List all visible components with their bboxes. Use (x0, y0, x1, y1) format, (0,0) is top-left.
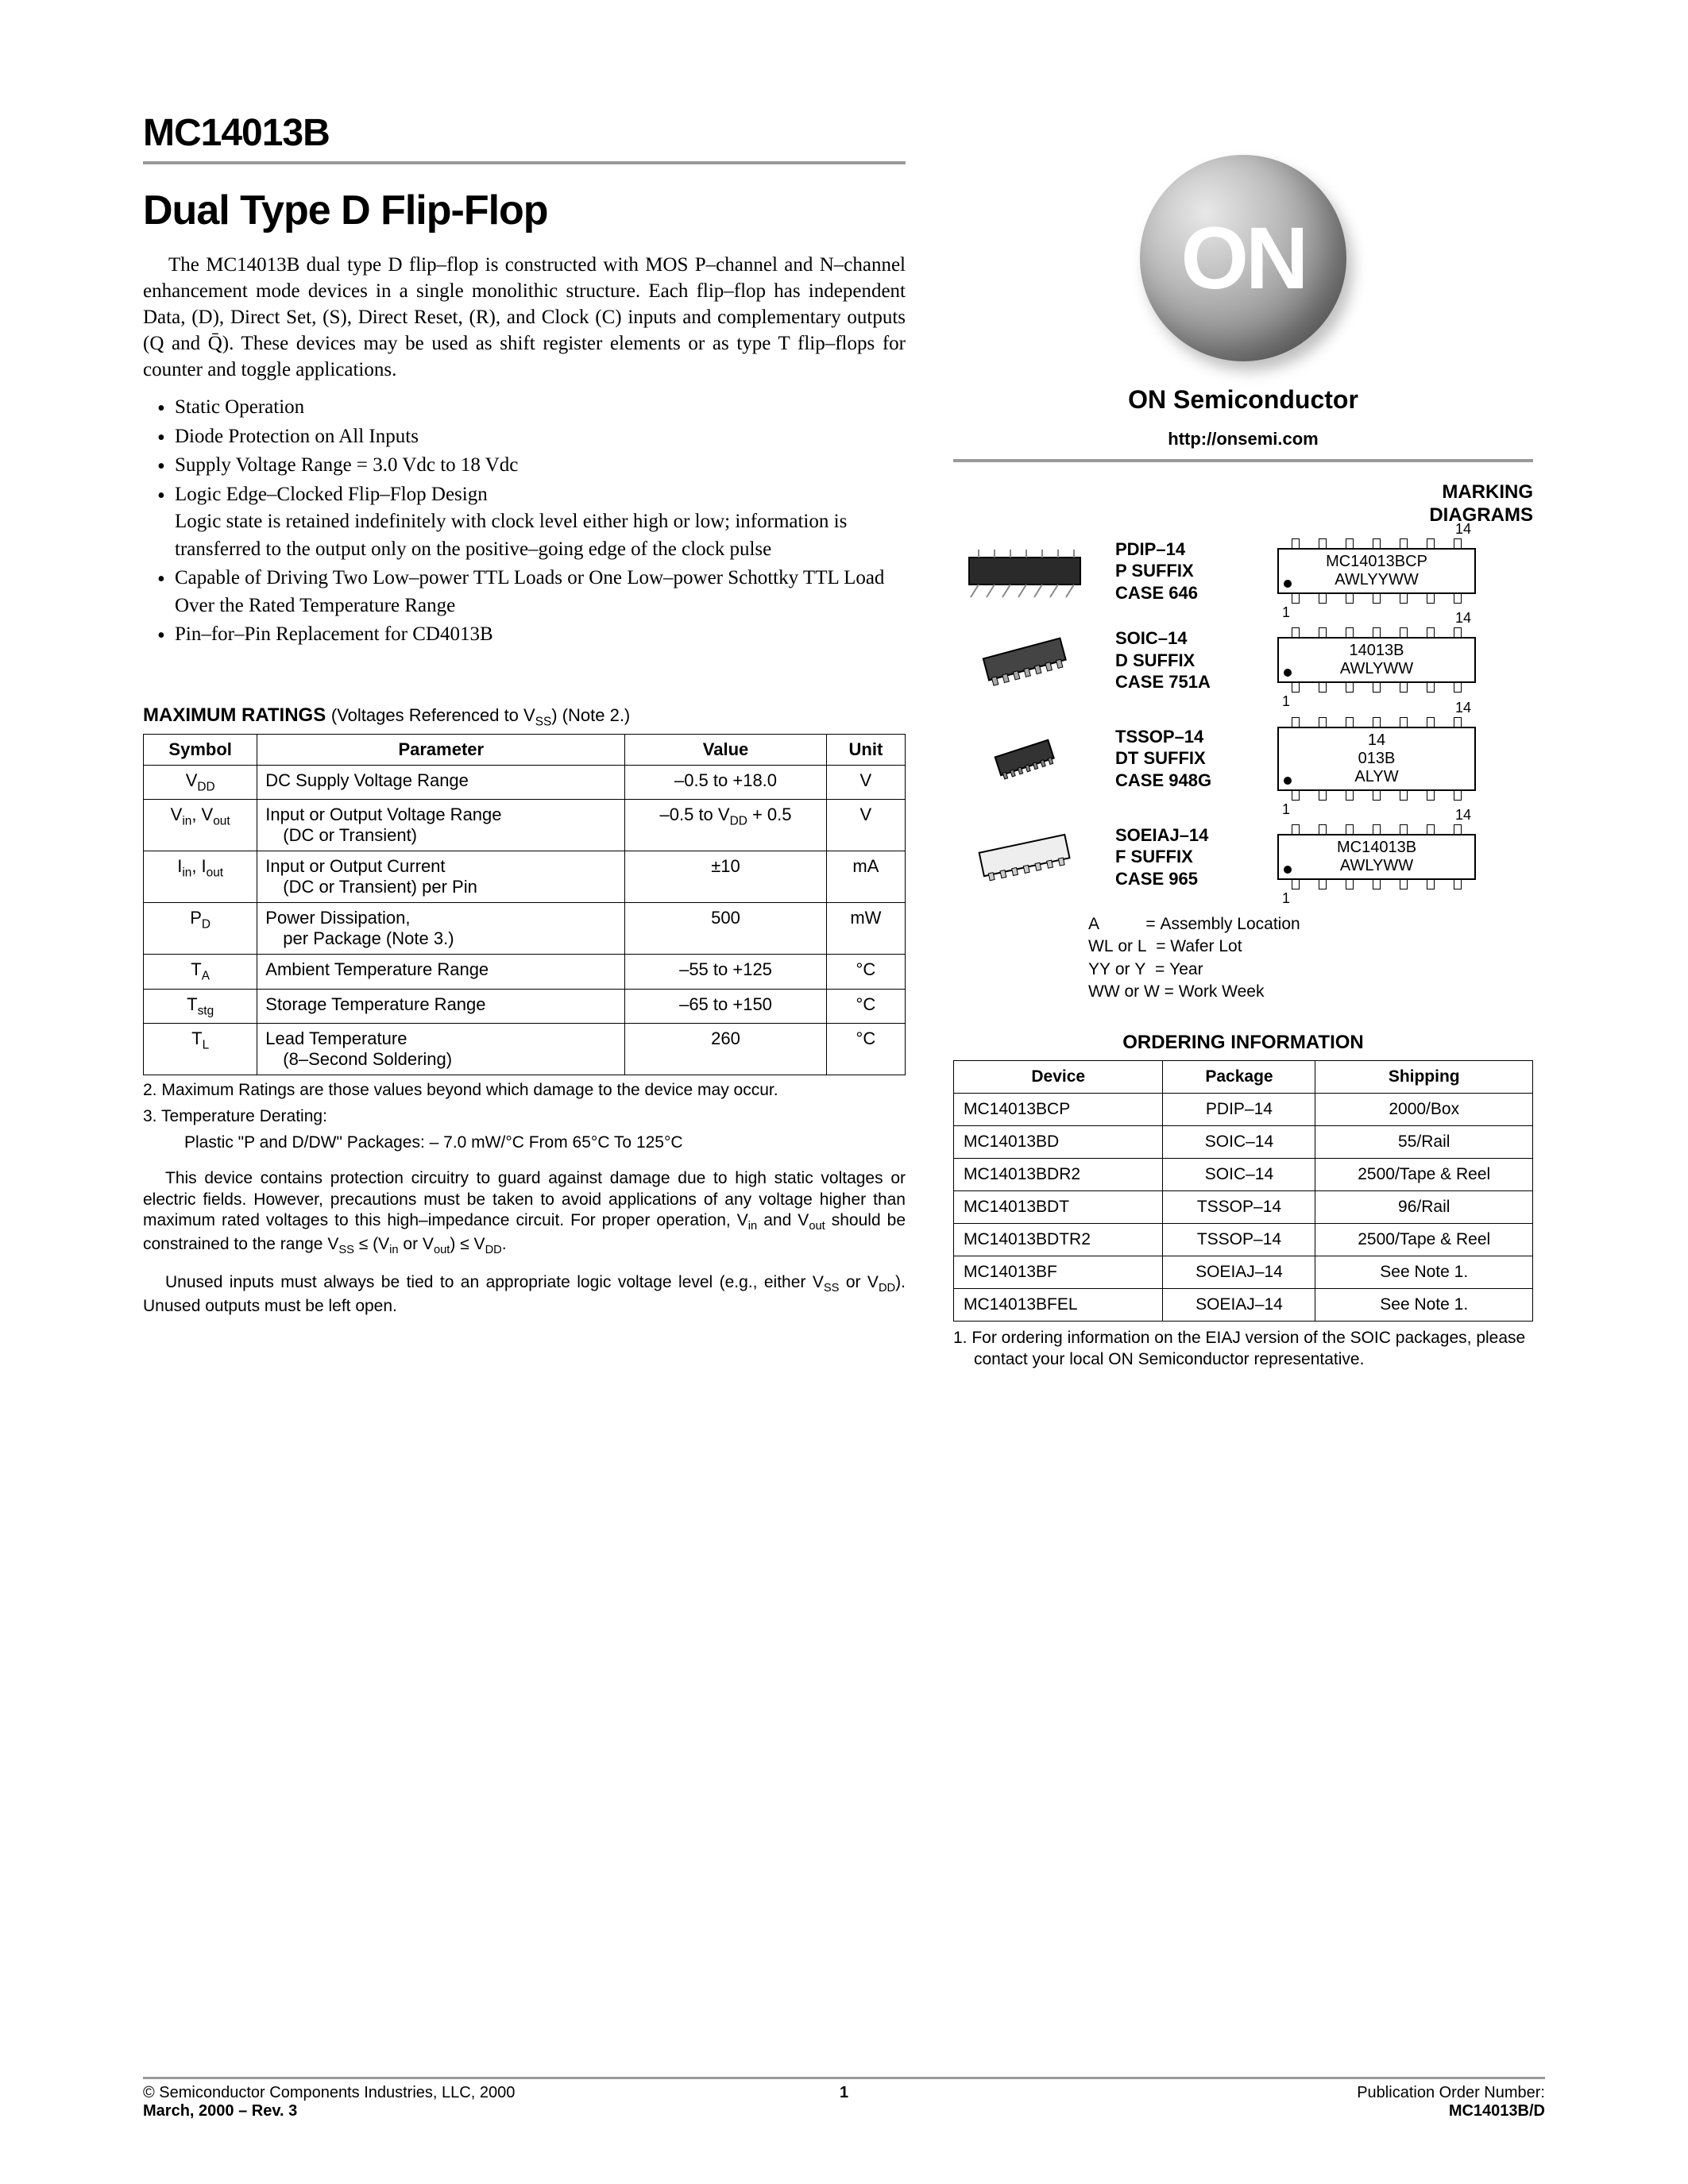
footer-page-number: 1 (840, 2084, 848, 2102)
package-marking-diagram: 14 MC14013BAWLYWW 1 (1277, 824, 1476, 889)
marking-diagrams-title: MARKINGDIAGRAMS (953, 481, 1533, 527)
package-label: SOEIAJ–14F SUFFIXCASE 965 (1115, 824, 1258, 890)
note-3a: 3. Temperature Derating: (143, 1106, 906, 1128)
company-name: ON Semiconductor (953, 385, 1533, 415)
feature-item: Supply Voltage Range = 3.0 Vdc to 18 Vdc (157, 452, 906, 480)
package-marking-diagram: 14 14013BALYW 1 (1277, 717, 1476, 801)
package-image (953, 829, 1096, 885)
table-row: TstgStorage Temperature Range–65 to +150… (144, 989, 906, 1023)
table-row: MC14013BDR2SOIC–142500/Tape & Reel (954, 1159, 1533, 1191)
ordering-table: Device Package Shipping MC14013BCPPDIP–1… (953, 1060, 1533, 1322)
package-row: PDIP–14P SUFFIXCASE 646 14 MC14013BCPAWL… (953, 538, 1533, 604)
table-row: MC14013BDSOIC–1455/Rail (954, 1126, 1533, 1159)
package-row: SOIC–14D SUFFIXCASE 751A 14 14013BAWLYWW… (953, 627, 1533, 693)
col-package: Package (1163, 1061, 1315, 1094)
ratings-heading: MAXIMUM RATINGS (Voltages Referenced to … (143, 704, 906, 729)
marking-legend: A = Assembly LocationWL or L = Wafer Lot… (1088, 913, 1533, 1003)
package-row: TSSOP–14DT SUFFIXCASE 948G 14 14013BALYW… (953, 717, 1533, 801)
intro-paragraph: The MC14013B dual type D flip–flop is co… (143, 252, 906, 383)
package-image (953, 543, 1096, 599)
left-column: Dual Type D Flip-Flop The MC14013B dual … (143, 187, 906, 1371)
table-row: MC14013BFELSOEIAJ–14See Note 1. (954, 1289, 1533, 1322)
footer-copyright: © Semiconductor Components Industries, L… (143, 2084, 515, 2101)
main-title: Dual Type D Flip-Flop (143, 187, 906, 234)
footer-right: Publication Order Number: MC14013B/D (1357, 2084, 1545, 2120)
protection-para-2: Unused inputs must always be tied to an … (143, 1272, 906, 1318)
package-label: TSSOP–14DT SUFFIXCASE 948G (1115, 726, 1258, 792)
package-label: PDIP–14P SUFFIXCASE 646 (1115, 538, 1258, 604)
package-row: SOEIAJ–14F SUFFIXCASE 965 14 MC14013BAWL… (953, 824, 1533, 890)
package-image (953, 731, 1096, 786)
note-2: 2. Maximum Ratings are those values beyo… (143, 1080, 906, 1102)
col-unit: Unit (826, 734, 905, 765)
table-row: TAAmbient Temperature Range–55 to +125°C (144, 955, 906, 989)
table-row: VDDDC Supply Voltage Range–0.5 to +18.0V (144, 765, 906, 799)
table-row: MC14013BDTTSSOP–1496/Rail (954, 1191, 1533, 1224)
logo-text: ON (1181, 208, 1306, 309)
package-marking-diagram: 14 MC14013BCPAWLYYWW 1 (1277, 538, 1476, 604)
package-image (953, 632, 1096, 688)
col-parameter: Parameter (257, 734, 625, 765)
company-url: http://onsemi.com (953, 429, 1533, 450)
feature-item: Logic Edge–Clocked Flip–Flop Design Logi… (157, 481, 906, 564)
col-shipping: Shipping (1315, 1061, 1533, 1094)
footer-left: © Semiconductor Components Industries, L… (143, 2084, 515, 2120)
table-row: Iin, IoutInput or Output Current(DC or T… (144, 851, 906, 903)
feature-label: Logic Edge–Clocked Flip–Flop Design (175, 484, 488, 505)
footer-date: March, 2000 – Rev. 3 (143, 2102, 297, 2120)
table-row: Vin, VoutInput or Output Voltage Range(D… (144, 800, 906, 851)
logo-block: ON ON Semiconductor http://onsemi.com (953, 155, 1533, 450)
table-row: TLLead Temperature(8–Second Soldering)26… (144, 1024, 906, 1075)
part-number: MC14013B (143, 111, 1545, 155)
right-column: ON ON Semiconductor http://onsemi.com MA… (953, 187, 1533, 1371)
feature-subtext: Logic state is retained indefinitely wit… (175, 511, 847, 560)
top-rule (143, 161, 906, 164)
package-label: SOIC–14D SUFFIXCASE 751A (1115, 627, 1258, 693)
table-row: MC14013BDTR2TSSOP–142500/Tape & Reel (954, 1224, 1533, 1256)
col-device: Device (954, 1061, 1163, 1094)
package-marking-diagram: 14 14013BAWLYWW 1 (1277, 627, 1476, 693)
logo-circle: ON (1140, 155, 1346, 361)
ratings-paren: (Voltages Referenced to VSS) (Note 2.) (331, 705, 630, 725)
feature-item: Diode Protection on All Inputs (157, 423, 906, 451)
feature-list: Static Operation Diode Protection on All… (143, 394, 906, 649)
order-note-1: 1. For ordering information on the EIAJ … (953, 1328, 1533, 1371)
ratings-heading-label: MAXIMUM RATINGS (143, 704, 326, 726)
protection-para-1: This device contains protection circuitr… (143, 1168, 906, 1259)
feature-item: Pin–for–Pin Replacement for CD4013B (157, 621, 906, 649)
page-footer: © Semiconductor Components Industries, L… (143, 2077, 1545, 2120)
feature-item: Capable of Driving Two Low–power TTL Loa… (157, 565, 906, 619)
table-row: MC14013BCPPDIP–142000/Box (954, 1094, 1533, 1126)
footer-pub-number: MC14013B/D (1449, 2102, 1545, 2120)
col-symbol: Symbol (144, 734, 257, 765)
footer-pub-label: Publication Order Number: (1357, 2084, 1545, 2101)
table-row: MC14013BFSOEIAJ–14See Note 1. (954, 1256, 1533, 1289)
table-row: PDPower Dissipation,per Package (Note 3.… (144, 903, 906, 955)
col-value: Value (625, 734, 827, 765)
note-3b: Plastic "P and D/DW" Packages: – 7.0 mW/… (143, 1133, 906, 1154)
ordering-title: ORDERING INFORMATION (953, 1032, 1533, 1054)
feature-item: Static Operation (157, 394, 906, 422)
right-rule (953, 459, 1533, 462)
ratings-table: Symbol Parameter Value Unit VDDDC Supply… (143, 734, 906, 1075)
